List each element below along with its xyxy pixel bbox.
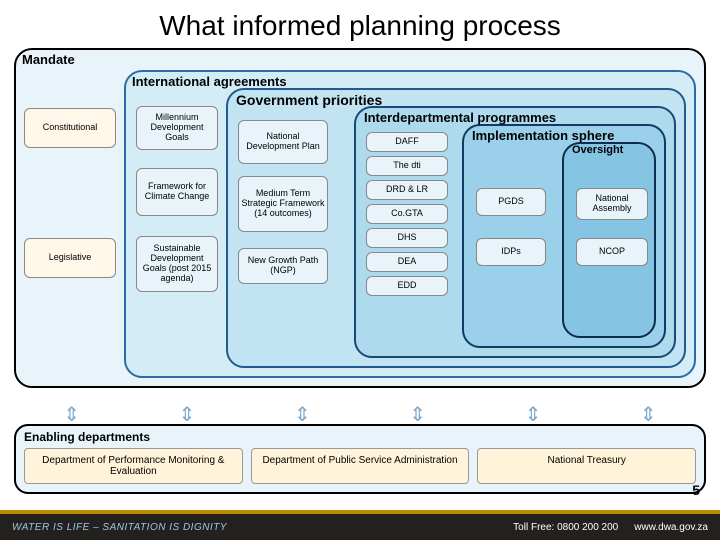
label-interdepartmental: Interdepartmental programmes (364, 110, 556, 125)
footer-slogan: WATER IS LIFE – SANITATION IS DIGNITY (12, 522, 227, 533)
label-government: Government priorities (236, 92, 382, 108)
box-constitutional: Constitutional (24, 108, 116, 148)
label-oversight: Oversight (572, 144, 623, 156)
updown-arrow-icon: ⇕ (640, 402, 657, 424)
nested-diagram: Mandate International agreements Governm… (14, 48, 706, 388)
box-drd: DRD & LR (366, 180, 448, 200)
updown-arrow-icon: ⇕ (525, 402, 542, 424)
box-edd: EDD (366, 276, 448, 296)
box-mdg: Millennium Development Goals (136, 106, 218, 150)
label-international: International agreements (132, 74, 287, 89)
box-ndp: National Development Plan (238, 120, 328, 164)
box-pgds: PGDS (476, 188, 546, 216)
box-ncop: NCOP (576, 238, 648, 266)
footer-tollfree: Toll Free: 0800 200 200 (513, 522, 618, 533)
enabling-box-dpsa: Department of Public Service Administrat… (251, 448, 470, 484)
arrow-row: ⇕ ⇕ ⇕ ⇕ ⇕ ⇕ (14, 402, 706, 424)
label-implementation: Implementation sphere (472, 128, 614, 143)
box-fcc: Framework for Climate Change (136, 168, 218, 216)
slide-title: What informed planning process (0, 0, 720, 48)
box-sdg: Sustainable Development Goals (post 2015… (136, 236, 218, 292)
updown-arrow-icon: ⇕ (294, 402, 311, 424)
box-dti: The dti (366, 156, 448, 176)
updown-arrow-icon: ⇕ (63, 402, 80, 424)
box-idps: IDPs (476, 238, 546, 266)
enabling-section: Enabling departments Department of Perfo… (14, 424, 706, 494)
enabling-row: Department of Performance Monitoring & E… (24, 448, 696, 484)
box-legislative: Legislative (24, 238, 116, 278)
label-mandate: Mandate (22, 52, 75, 67)
box-daff: DAFF (366, 132, 448, 152)
enabling-box-treasury: National Treasury (477, 448, 696, 484)
box-cogta: Co.GTA (366, 204, 448, 224)
footer-url: www.dwa.gov.za (634, 522, 708, 533)
page-number: 5 (692, 482, 700, 498)
updown-arrow-icon: ⇕ (409, 402, 426, 424)
enabling-title: Enabling departments (24, 430, 696, 444)
slide: What informed planning process Mandate I… (0, 0, 720, 540)
updown-arrow-icon: ⇕ (179, 402, 196, 424)
box-mtsf: Medium Term Strategic Framework (14 outc… (238, 176, 328, 232)
enabling-box-dpme: Department of Performance Monitoring & E… (24, 448, 243, 484)
footer-bar: WATER IS LIFE – SANITATION IS DIGNITY To… (0, 510, 720, 540)
box-ngp: New Growth Path (NGP) (238, 248, 328, 284)
box-dhs: DHS (366, 228, 448, 248)
box-national-assembly: National Assembly (576, 188, 648, 220)
box-dea: DEA (366, 252, 448, 272)
